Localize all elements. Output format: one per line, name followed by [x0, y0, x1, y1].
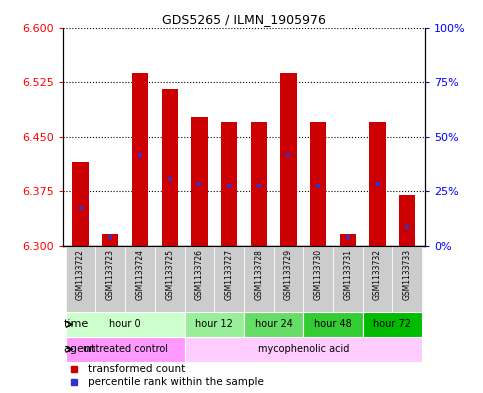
Bar: [340, 234, 356, 246]
Bar: [96, 246, 125, 312]
Text: GSM1133730: GSM1133730: [313, 249, 323, 300]
Bar: [363, 312, 422, 337]
Title: GDS5265 / ILMN_1905976: GDS5265 / ILMN_1905976: [162, 13, 326, 26]
Text: untreated control: untreated control: [83, 344, 168, 354]
Bar: [363, 246, 392, 312]
Bar: [214, 246, 244, 312]
Bar: [244, 312, 303, 337]
Text: GSM1133725: GSM1133725: [165, 249, 174, 300]
Bar: [132, 73, 148, 246]
Bar: [66, 312, 185, 337]
Bar: [251, 122, 267, 246]
Bar: [191, 117, 208, 246]
Bar: [185, 246, 214, 312]
Text: transformed count: transformed count: [88, 364, 185, 374]
Bar: [102, 234, 118, 246]
Bar: [155, 246, 185, 312]
Bar: [303, 246, 333, 312]
Bar: [244, 246, 273, 312]
Bar: [66, 246, 96, 312]
Bar: [161, 88, 178, 246]
Bar: [185, 337, 422, 362]
Bar: [185, 312, 244, 337]
Text: hour 24: hour 24: [255, 320, 293, 329]
Text: GSM1133724: GSM1133724: [136, 249, 144, 300]
Text: GSM1133727: GSM1133727: [225, 249, 234, 300]
Bar: [221, 122, 237, 246]
Text: GSM1133723: GSM1133723: [106, 249, 115, 300]
Text: mycophenolic acid: mycophenolic acid: [257, 344, 349, 354]
Text: GSM1133728: GSM1133728: [254, 249, 263, 300]
Text: GSM1133722: GSM1133722: [76, 249, 85, 300]
Bar: [333, 246, 363, 312]
Text: GSM1133732: GSM1133732: [373, 249, 382, 300]
Bar: [399, 195, 415, 246]
Text: percentile rank within the sample: percentile rank within the sample: [88, 377, 264, 387]
Text: time: time: [63, 320, 89, 329]
Bar: [310, 122, 327, 246]
Text: GSM1133733: GSM1133733: [403, 249, 412, 300]
Text: hour 48: hour 48: [314, 320, 352, 329]
Bar: [125, 246, 155, 312]
Bar: [273, 246, 303, 312]
Text: hour 72: hour 72: [373, 320, 412, 329]
Text: agent: agent: [63, 344, 96, 354]
Bar: [72, 162, 89, 246]
Bar: [280, 73, 297, 246]
Text: GSM1133729: GSM1133729: [284, 249, 293, 300]
Text: hour 12: hour 12: [195, 320, 233, 329]
Bar: [392, 246, 422, 312]
Text: GSM1133731: GSM1133731: [343, 249, 352, 300]
Text: hour 0: hour 0: [109, 320, 141, 329]
Bar: [66, 337, 185, 362]
Bar: [303, 312, 363, 337]
Text: GSM1133726: GSM1133726: [195, 249, 204, 300]
Bar: [369, 122, 386, 246]
